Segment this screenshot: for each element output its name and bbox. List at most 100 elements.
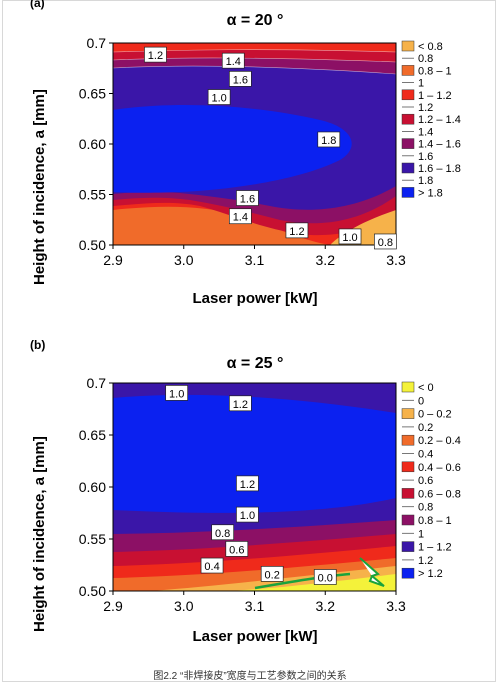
- contour-labels: 1.0 1.2 1.2 1.0 0.8 0.6 0.4 0.2 0.0: [165, 385, 337, 585]
- contour-label-box: [236, 506, 259, 523]
- x-tick-label: 3.3: [386, 598, 406, 614]
- x-tick-label: 3.2: [316, 252, 336, 268]
- panel-tag: (a): [30, 0, 45, 10]
- contour-label-text: 1.0: [342, 232, 357, 244]
- legend-swatch: [401, 89, 415, 101]
- y-tick-label: 0.65: [79, 427, 106, 443]
- legend-entry: 0.8 – 1: [418, 515, 452, 527]
- legend-entry: 0.4 – 0.6: [418, 462, 461, 474]
- x-tick-label: 3.2: [316, 598, 336, 614]
- zero-contour: [254, 557, 385, 590]
- contour-label-box: [229, 71, 252, 87]
- y-tick-label: 0.55: [79, 187, 106, 203]
- legend-entry: 1.6: [418, 151, 433, 163]
- legend-entry: 0 – 0.2: [418, 409, 452, 421]
- contour-label: 1.2: [144, 46, 167, 63]
- contour-label-box: [236, 475, 259, 492]
- legend-entry: 1: [418, 528, 424, 540]
- legend-entry: < 0: [418, 382, 434, 394]
- legend-entry: 0: [418, 395, 424, 407]
- legend-entry: 1.4: [418, 126, 433, 138]
- legend-entry: 0.2 – 0.4: [418, 435, 461, 447]
- contour-label-box: [165, 385, 189, 401]
- contour-label: 0.2: [260, 566, 284, 582]
- legend: < 00 0 – 0.20.20.2 – 0.4 0.40.4 – 0.60.6 0.…: [401, 381, 461, 580]
- legend-swatch: [401, 187, 415, 198]
- contour-label-text: 1.6: [240, 194, 255, 206]
- legend-swatch: [401, 408, 415, 419]
- contour-label: 0.6: [225, 541, 249, 557]
- legend-entry: 0.8: [418, 53, 433, 65]
- contour-label-text: 0.8: [378, 237, 393, 249]
- contour-label-text: 1.0: [240, 510, 255, 522]
- legend-entry: 0.4: [418, 449, 433, 461]
- contour-label: 1.2: [236, 475, 259, 492]
- legend-entry: 0.6: [418, 475, 433, 487]
- contour-chart-a: 2.9 3.0 3.1 3.2 3.30.500.550.600.650.7 1.21.…: [79, 35, 461, 268]
- contour-label-box: [207, 89, 231, 105]
- axis-ticks: 2.9 3.0 3.1 3.2 3.3 0.50 0.55 0.60 0.65 0.7: [79, 375, 406, 614]
- y-tick-label: 0.60: [79, 136, 106, 152]
- x-tick-label: 3.0: [174, 598, 194, 614]
- contour-label: 0.4: [200, 557, 224, 574]
- contour-label-box: [285, 222, 309, 239]
- legend-swatch: [401, 541, 415, 552]
- y-tick-label: 0.50: [79, 237, 106, 253]
- legend-entry: 1.2: [418, 555, 433, 567]
- contour-label: 1.6: [229, 71, 252, 87]
- contour-label-text: 1.2: [289, 226, 304, 238]
- x-tick-label: 3.1: [245, 252, 265, 268]
- legend-entry: 1.2: [418, 102, 433, 114]
- contour-label-box: [236, 190, 259, 206]
- contour-label-text: 1.0: [169, 388, 184, 400]
- x-tick-label: 3.3: [386, 252, 406, 268]
- legend-entry: 1: [418, 78, 424, 90]
- contour-label: 1.8: [317, 131, 341, 148]
- legend-entry: 1.4 – 1.6: [418, 139, 461, 151]
- y-tick-label: 0.65: [79, 86, 106, 102]
- panel-a: (a) α = 20 ° Height of incidence, a [mm]…: [0, 0, 500, 330]
- x-tick-label: 2.9: [103, 598, 123, 614]
- figure-caption: 图2.2 “非焊接皮”宽度与工艺参数之间的关系: [153, 671, 347, 682]
- legend-swatch: [401, 40, 415, 52]
- contour-label-text: 0.8: [215, 528, 230, 540]
- y-tick-label: 0.60: [79, 479, 106, 495]
- y-tick-label: 0.55: [79, 531, 106, 547]
- chart-title: α = 20 °: [226, 12, 284, 29]
- contour-label: 0.0: [313, 569, 337, 585]
- contour-labels: 1.2 1.4 1.6 1.0 1.8 1.6 1.4 1.2 1.0 0.8: [144, 46, 397, 250]
- legend-entry: 0.8 – 1: [418, 65, 452, 77]
- legend-entry: 0.2: [418, 422, 433, 434]
- contour-label: 1.2: [229, 395, 252, 412]
- contour-label-box: [229, 208, 252, 225]
- legend-swatch: [401, 567, 415, 579]
- legend: < 0.80.80.8 – 111 – 1.21.21.2 – 1.41.41.…: [401, 40, 461, 199]
- contour-label: 1.0: [338, 228, 362, 245]
- contour-label: 1.2: [285, 222, 309, 239]
- legend-entry: 1 – 1.2: [418, 90, 452, 102]
- contour-fill: [113, 43, 396, 245]
- legend-swatch: [401, 434, 415, 446]
- legend-swatch: [401, 113, 415, 125]
- contour-label-box: [317, 131, 341, 148]
- contour-label-text: 0.6: [229, 544, 244, 556]
- contour-label-box: [144, 46, 167, 63]
- contour-label: 1.6: [236, 190, 259, 206]
- contour-label-text: 0.2: [265, 569, 280, 581]
- x-axis-label: Laser power [kW]: [192, 290, 318, 307]
- legend-swatch: [401, 461, 415, 473]
- legend-swatch: [401, 514, 415, 526]
- legend-entry: 1 – 1.2: [418, 542, 452, 554]
- contour-label-box: [221, 52, 245, 69]
- contour-label-text: 1.2: [148, 50, 163, 62]
- contour-label-box: [225, 541, 249, 557]
- chart-title: α = 25 °: [226, 355, 284, 372]
- contour-label-box: [338, 228, 362, 245]
- legend-entry: < 0.8: [418, 41, 443, 53]
- contour-label-box: [200, 557, 224, 574]
- legend-swatch: [401, 488, 415, 499]
- legend-entry: 1.8: [418, 175, 433, 187]
- contour-label-text: 1.8: [321, 135, 336, 147]
- contour-label-text: 1.2: [233, 399, 248, 411]
